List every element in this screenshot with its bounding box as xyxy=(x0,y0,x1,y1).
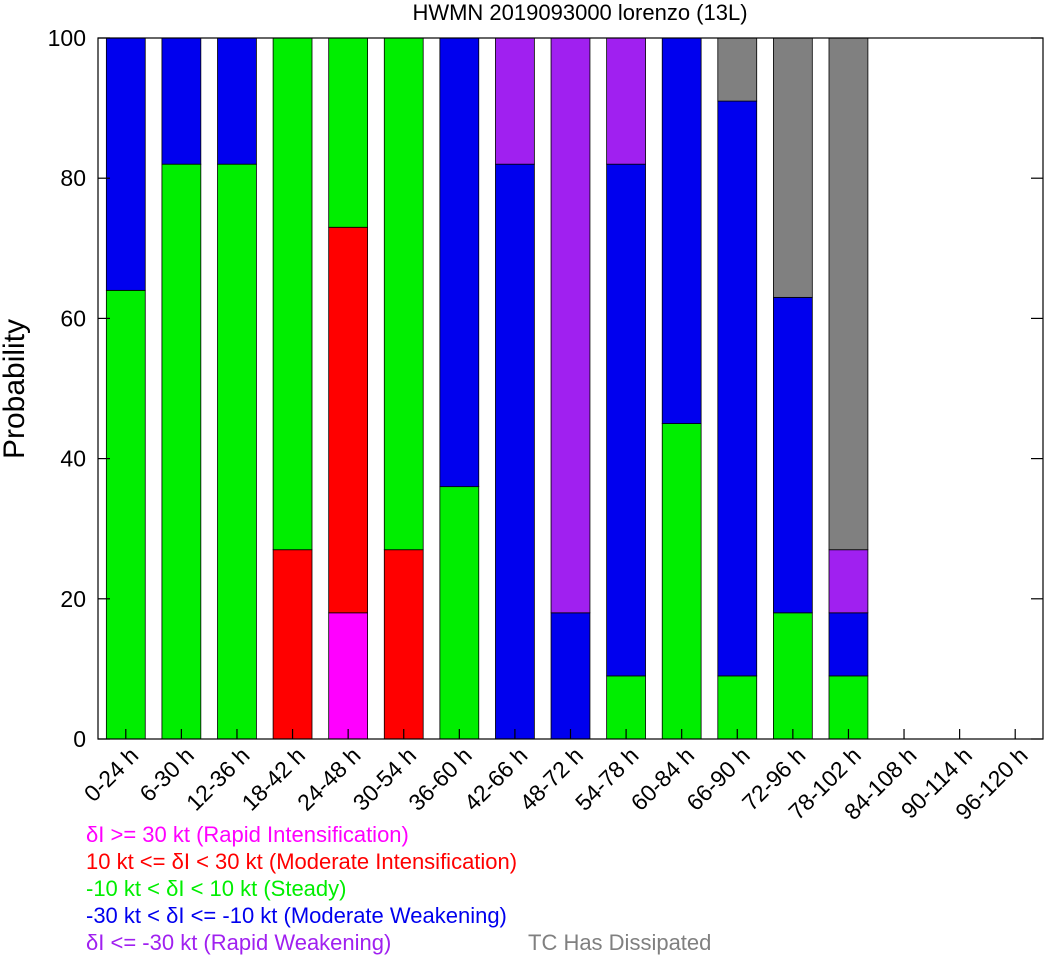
stacked-bar-chart: HWMN 2019093000 lorenzo (13L) Probabilit… xyxy=(0,0,1044,820)
legend-mi-delta: δ xyxy=(171,849,184,874)
legend-ri-text: I >= 30 kt (Rapid Intensification) xyxy=(98,822,409,847)
bar-segment-2-4 xyxy=(161,37,202,165)
bar-segment-6-2 xyxy=(383,549,424,740)
bar-segment-1-4 xyxy=(105,37,146,291)
bar-segment-10-4 xyxy=(606,163,646,677)
legend-mw-delta: δ xyxy=(166,903,179,928)
bar-segment-13-6 xyxy=(773,37,813,298)
legend-item-moderate-intensification: 10 kt <= δI < 30 kt (Moderate Intensific… xyxy=(86,849,517,875)
legend-ri-delta: δ xyxy=(86,822,99,847)
bar-segment-3-4 xyxy=(217,37,257,165)
bar-segment-12-4 xyxy=(717,100,758,677)
x-tick-label: 0-24 h xyxy=(79,742,144,807)
bar-segment-2-3 xyxy=(161,163,202,740)
bar-segment-12-6 xyxy=(717,37,758,102)
bar-segment-6-3 xyxy=(383,37,424,551)
bar-segment-14-4 xyxy=(828,612,869,677)
legend-item-steady: -10 kt < δI < 10 kt (Steady) xyxy=(86,876,346,902)
bar-segment-10-3 xyxy=(606,675,646,740)
y-tick-label: 40 xyxy=(60,446,86,472)
bar-segment-8-4 xyxy=(495,163,535,740)
chart-title: HWMN 2019093000 lorenzo (13L) xyxy=(412,0,747,25)
bar-segment-8-5 xyxy=(495,37,535,165)
bar-segment-14-6 xyxy=(828,37,869,551)
bar-segment-10-5 xyxy=(606,37,646,165)
legend-mw-prefix: -30 kt < xyxy=(86,903,167,928)
legend-item-moderate-weakening: -30 kt < δI <= -10 kt (Moderate Weakenin… xyxy=(86,903,507,929)
bar-segment-4-2 xyxy=(272,549,313,740)
bar-segment-9-5 xyxy=(550,37,591,614)
bar-segment-11-3 xyxy=(661,423,702,740)
bar-segment-13-3 xyxy=(773,612,813,740)
bar-segment-13-4 xyxy=(773,296,813,614)
y-tick-label: 20 xyxy=(60,586,86,612)
bar-segment-5-1 xyxy=(328,612,369,740)
y-tick-label: 60 xyxy=(60,305,86,331)
legend-st-text: I < 10 kt (Steady) xyxy=(178,876,347,901)
y-tick-label: 100 xyxy=(48,25,86,51)
legend-item-rapid-weakening: δI <= -30 kt (Rapid Weakening) xyxy=(86,930,391,956)
legend-rw-delta: δ xyxy=(86,930,99,955)
bar-segment-14-5 xyxy=(828,549,869,614)
legend-item-dissipated: TC Has Dissipated xyxy=(528,930,712,955)
bars-group xyxy=(105,37,1035,740)
bar-segment-7-3 xyxy=(439,486,480,740)
bar-segment-12-3 xyxy=(717,675,758,740)
bar-segment-7-4 xyxy=(439,37,480,488)
bar-segment-5-3 xyxy=(328,37,369,228)
legend-st-prefix: -10 kt < xyxy=(86,876,167,901)
legend-mi-prefix: 10 kt <= xyxy=(86,849,172,874)
legend-st-delta: δ xyxy=(166,876,179,901)
legend-mw-text: I <= -10 kt (Moderate Weakening) xyxy=(178,903,507,928)
y-tick-label: 0 xyxy=(73,726,86,752)
bar-segment-11-4 xyxy=(661,37,702,424)
bar-segment-3-3 xyxy=(217,163,257,740)
bar-segment-1-3 xyxy=(105,289,146,740)
bar-segment-5-2 xyxy=(328,226,369,614)
legend-rw-text: I <= -30 kt (Rapid Weakening) xyxy=(98,930,392,955)
legend-item-rapid-intensification: δI >= 30 kt (Rapid Intensification) xyxy=(86,822,409,848)
bar-segment-9-4 xyxy=(550,612,591,740)
y-tick-label: 80 xyxy=(60,165,86,191)
legend-mi-text: I < 30 kt (Moderate Intensification) xyxy=(183,849,518,874)
bar-segment-4-3 xyxy=(272,37,313,551)
y-axis-label: Probability xyxy=(0,319,31,459)
